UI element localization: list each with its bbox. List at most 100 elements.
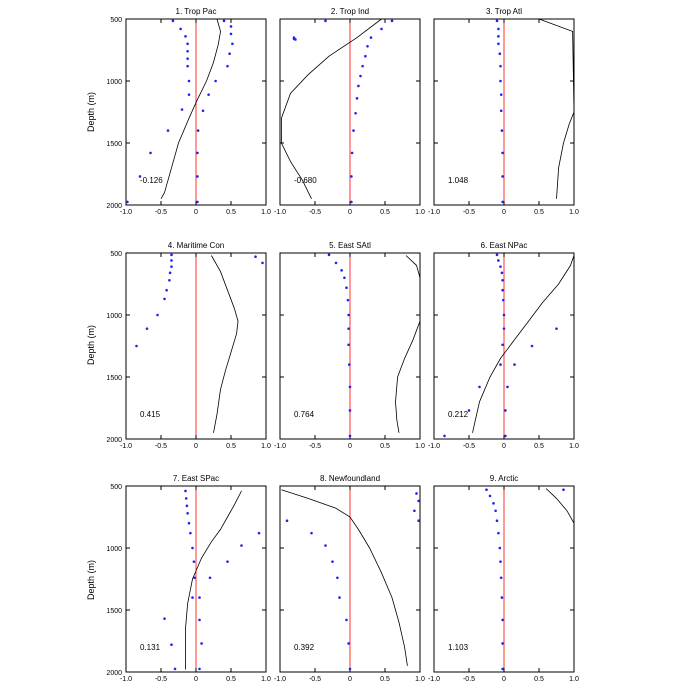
data-point <box>500 596 504 599</box>
data-point <box>340 269 343 272</box>
data-point <box>502 327 506 330</box>
data-point <box>126 200 129 204</box>
x-tick-label: -1.0 <box>428 209 440 216</box>
x-tick-label: -1.0 <box>120 209 132 216</box>
x-tick-label: -0.5 <box>309 443 321 450</box>
y-tick-label: 500 <box>110 484 122 491</box>
panel-title: 4. Maritime Con <box>168 241 224 250</box>
x-tick-label: 0.5 <box>226 443 236 450</box>
data-point <box>191 546 194 550</box>
data-point <box>170 265 173 268</box>
data-point <box>189 531 192 535</box>
data-point <box>530 344 534 348</box>
data-point <box>499 560 502 563</box>
data-point <box>228 52 231 56</box>
data-point <box>497 42 500 46</box>
data-point <box>179 27 182 31</box>
data-point <box>502 313 506 317</box>
x-tick-label: -0.5 <box>155 676 167 683</box>
data-point <box>196 200 199 204</box>
data-point <box>198 618 201 622</box>
x-tick-label: 0.5 <box>380 676 390 683</box>
data-point <box>350 200 353 204</box>
correlation-value: 0.131 <box>140 643 161 652</box>
data-point <box>166 129 170 132</box>
profile-curve <box>185 490 242 670</box>
chart-panel-8: 8. Newfoundland -1.0 -0.5 0 0.5 1.0 0.392 <box>274 474 425 683</box>
data-point <box>257 531 261 535</box>
data-point <box>192 560 196 563</box>
x-tick-label: 1.0 <box>415 209 425 216</box>
data-point <box>348 385 352 389</box>
x-tick-label: 0 <box>502 443 506 450</box>
chart-panel-2: 2. Trop Ind -1.0 -0.5 0 0.5 1.0 -0.680 <box>274 7 425 216</box>
data-point <box>165 288 168 292</box>
data-point <box>499 93 503 96</box>
data-point <box>240 544 243 547</box>
data-point <box>331 560 334 563</box>
x-tick-label: -0.5 <box>463 676 475 683</box>
data-point <box>499 64 502 68</box>
data-point <box>145 327 149 330</box>
chart-panel-5: 5. East SAtl -1.0 -0.5 0 0.5 1.0 0.764 <box>274 241 425 450</box>
x-tick-label: 0 <box>502 209 506 216</box>
panel-title: 5. East SAtl <box>329 241 371 250</box>
profile-curve <box>538 18 575 199</box>
data-point <box>184 489 187 493</box>
data-point <box>324 544 327 547</box>
data-point <box>334 261 338 265</box>
x-tick-label: 0.5 <box>226 209 236 216</box>
data-point <box>207 93 210 96</box>
data-point <box>415 492 418 495</box>
data-point <box>485 488 488 492</box>
data-point <box>380 27 383 31</box>
data-point <box>187 521 191 525</box>
data-point <box>499 265 502 268</box>
x-tick-label: 0 <box>194 209 198 216</box>
data-point <box>338 596 341 599</box>
data-point <box>499 79 502 83</box>
data-point <box>443 434 446 438</box>
profile-curve <box>281 489 408 666</box>
correlation-value: 0.392 <box>294 643 315 652</box>
data-point <box>198 667 201 671</box>
data-point <box>555 327 558 330</box>
x-tick-label: 1.0 <box>261 209 271 216</box>
data-point <box>186 49 189 53</box>
x-tick-label: 0 <box>348 443 352 450</box>
panel-title: 1. Trop Pac <box>176 7 217 16</box>
data-point <box>357 84 360 88</box>
data-point <box>501 343 504 347</box>
data-point <box>184 35 187 38</box>
y-tick-label: 1000 <box>106 79 122 86</box>
profile-curve <box>472 255 575 433</box>
data-point <box>488 494 492 498</box>
data-point <box>348 363 351 366</box>
data-point <box>170 253 173 257</box>
data-point <box>345 286 348 290</box>
y-tick-label: 500 <box>110 251 122 258</box>
data-point <box>364 54 367 58</box>
data-point <box>156 313 159 317</box>
data-point <box>186 42 189 46</box>
y-tick-label: 500 <box>110 17 122 24</box>
data-point <box>350 151 354 155</box>
data-point <box>417 499 420 503</box>
panel-title: 3. Trop Atl <box>486 7 522 16</box>
data-point <box>163 617 166 620</box>
data-point <box>226 560 229 563</box>
x-tick-label: 0.5 <box>380 209 390 216</box>
data-point <box>501 200 504 204</box>
x-tick-label: 1.0 <box>261 676 271 683</box>
data-point <box>497 531 500 535</box>
x-tick-label: -0.5 <box>463 209 475 216</box>
y-tick-label: 2000 <box>106 203 122 210</box>
data-point <box>324 19 327 23</box>
x-tick-label: -1.0 <box>428 443 440 450</box>
data-point <box>361 64 364 68</box>
data-point <box>506 385 509 389</box>
data-point <box>196 151 199 155</box>
data-point <box>501 642 504 645</box>
chart-panel-4: 4. Maritime Con -1.0 -0.5 0 0.5 1.0 500 1000 150… <box>106 241 271 450</box>
data-point <box>343 276 346 280</box>
